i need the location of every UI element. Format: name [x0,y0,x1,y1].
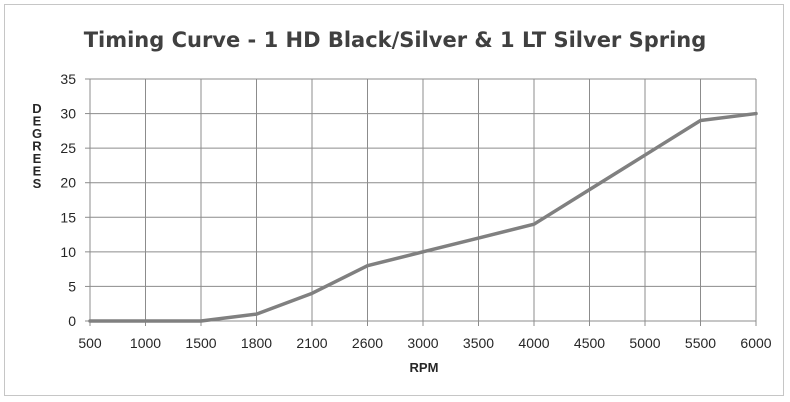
y-tick-label: 35 [60,71,76,87]
chart-frame [4,4,784,396]
x-tick-label: 1000 [130,335,161,351]
x-tick-label: 2100 [296,335,327,351]
chart-title: Timing Curve - 1 HD Black/Silver & 1 LT … [83,28,707,52]
x-tick-label: 1500 [185,335,216,351]
y-tick-label: 20 [60,175,76,191]
x-tick-label: 5000 [629,335,660,351]
x-tick-label: 500 [78,335,102,351]
x-tick-label: 1800 [241,335,272,351]
x-tick-label: 3000 [407,335,438,351]
grid-lines [85,78,757,326]
x-tick-label: 4500 [574,335,605,351]
y-tick-label: 10 [60,244,76,260]
x-axis-title: RPM [410,360,439,375]
series-layer [88,111,758,323]
x-tick-labels: 500 1000 1500 1800 2100 2600 3000 3500 4000 4500 5… [78,335,771,351]
x-tick-label: 3500 [463,335,494,351]
y-tick-labels: 0 5 10 15 20 25 30 35 [60,71,76,329]
y-tick-label: 15 [60,209,76,225]
x-tick-label: 6000 [740,335,771,351]
y-tick-label: 5 [68,278,76,294]
y-tick-label: 25 [60,140,76,156]
series-line [88,111,758,323]
y-tick-label: 30 [60,106,76,122]
x-tick-label: 2600 [352,335,383,351]
y-tick-label: 0 [68,313,76,329]
x-tick-label: 5500 [685,335,716,351]
x-tick-label: 4000 [518,335,549,351]
